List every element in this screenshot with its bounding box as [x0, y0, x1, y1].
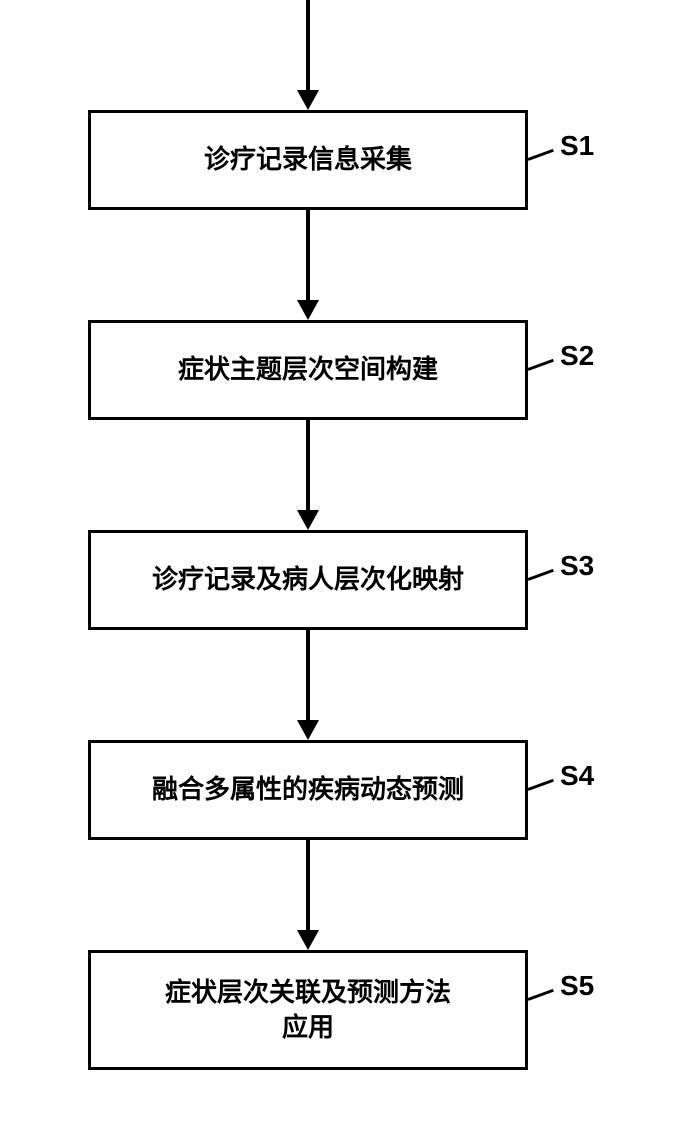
label-s4: S4 [560, 760, 594, 792]
label-s2: S2 [560, 340, 594, 372]
node-s5-text: 症状层次关联及预测方法 应用 [165, 975, 451, 1045]
node-s2: 症状主题层次空间构建 [88, 320, 528, 420]
label-s1: S1 [560, 130, 594, 162]
node-s4-text: 融合多属性的疾病动态预测 [152, 772, 464, 807]
node-s1: 诊疗记录信息采集 [88, 110, 528, 210]
arrow-s3-s4-head [297, 720, 319, 740]
arrow-s1-s2-line [306, 210, 310, 300]
label-s5: S5 [560, 970, 594, 1002]
arrow-s4-s5-line [306, 840, 310, 930]
label-connector-s3 [527, 569, 553, 581]
arrow-s2-s3-line [306, 420, 310, 510]
arrow-s1-s2-head [297, 300, 319, 320]
node-s4: 融合多属性的疾病动态预测 [88, 740, 528, 840]
label-connector-s5 [527, 989, 553, 1001]
label-s3: S3 [560, 550, 594, 582]
node-s3-text: 诊疗记录及病人层次化映射 [152, 562, 464, 597]
node-s5: 症状层次关联及预测方法 应用 [88, 950, 528, 1070]
arrow-s2-s3-head [297, 510, 319, 530]
label-connector-s4 [527, 779, 553, 791]
node-s2-text: 症状主题层次空间构建 [178, 352, 438, 387]
label-connector-s2 [527, 359, 553, 371]
node-s3: 诊疗记录及病人层次化映射 [88, 530, 528, 630]
arrow-top-s1-line [306, 0, 310, 90]
arrow-s3-s4-line [306, 630, 310, 720]
arrow-s4-s5-head [297, 930, 319, 950]
arrow-top-s1-head [297, 90, 319, 110]
label-connector-s1 [527, 149, 553, 161]
node-s1-text: 诊疗记录信息采集 [204, 142, 412, 177]
